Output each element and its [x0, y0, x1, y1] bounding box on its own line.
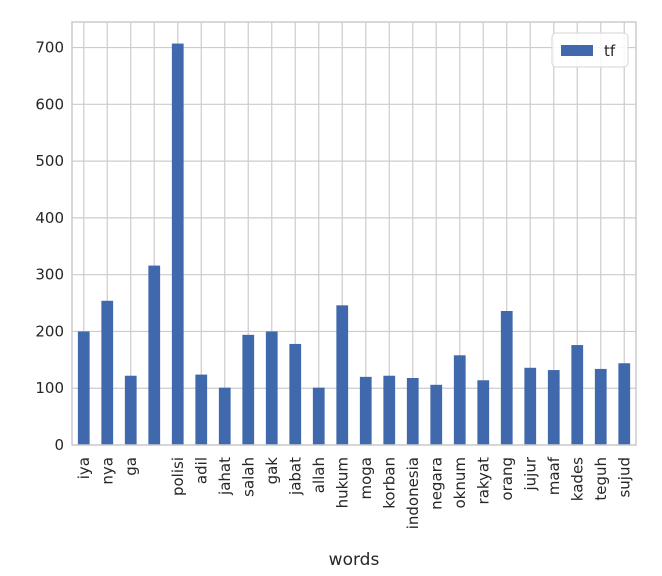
bar — [195, 374, 208, 445]
bars-layer — [77, 43, 631, 446]
x-tick-labels: iya nya ga polisi adil jahat salah gak jabat alla… — [75, 456, 634, 529]
bar — [218, 387, 231, 445]
x-tick-label: teguh — [592, 457, 610, 501]
bar — [101, 300, 114, 445]
bar — [289, 343, 302, 445]
x-tick-label: negara — [427, 457, 445, 510]
x-tick-label: korban — [380, 457, 398, 509]
bar — [477, 380, 490, 445]
x-tick-label: allah — [310, 457, 328, 493]
bar — [594, 368, 607, 445]
y-tick-labels: 0 100 200 300 400 500 600 700 — [35, 39, 64, 454]
x-tick-label: sujud — [615, 457, 633, 498]
bar — [406, 378, 419, 445]
x-tick-label: rakyat — [474, 457, 492, 505]
y-tick-label: 400 — [35, 209, 64, 227]
bar — [453, 355, 466, 445]
x-tick-label: jahat — [216, 457, 234, 496]
y-tick-label: 700 — [35, 39, 64, 57]
x-tick-label: moga — [357, 457, 375, 500]
x-tick-label: adil — [192, 457, 210, 484]
y-tick-label: 300 — [35, 266, 64, 284]
y-tick-label: 0 — [54, 436, 64, 454]
bar — [265, 331, 278, 445]
x-tick-label: maaf — [545, 456, 563, 495]
bar — [547, 370, 560, 445]
legend-label: tf — [604, 42, 616, 60]
x-tick-label: gak — [263, 457, 281, 485]
bar — [77, 331, 90, 445]
plot-frame — [71, 21, 637, 446]
bar — [571, 345, 584, 445]
y-tick-label: 500 — [35, 152, 64, 170]
x-tick-label: orang — [498, 457, 516, 501]
bar — [524, 367, 537, 445]
x-tick-label: jujur — [521, 456, 539, 491]
bar — [124, 375, 137, 445]
bar — [242, 334, 255, 445]
x-tick-label: polisi — [169, 457, 187, 496]
y-tick-label: 100 — [35, 379, 64, 397]
legend-swatch — [561, 45, 593, 56]
bar — [148, 265, 161, 445]
x-tick-label: oknum — [451, 457, 469, 509]
x-tick-label: hukum — [333, 457, 351, 508]
bar — [171, 43, 184, 446]
bar — [359, 376, 372, 445]
y-tick-label: 600 — [35, 95, 64, 113]
x-tick-label: kades — [568, 457, 586, 501]
bar — [500, 311, 513, 445]
bar — [383, 375, 396, 445]
x-tick-label: indonesia — [404, 457, 422, 529]
bar — [312, 387, 325, 445]
x-tick-label: ga — [122, 457, 140, 476]
legend: tf — [551, 32, 629, 68]
x-tick-label: nya — [98, 457, 116, 485]
bar — [336, 305, 349, 445]
bar — [618, 363, 631, 445]
x-tick-label: iya — [75, 457, 93, 479]
y-tick-label: 200 — [35, 322, 64, 340]
x-tick-label: jabat — [286, 457, 304, 496]
bar — [430, 384, 443, 445]
x-axis-title: words — [329, 550, 380, 570]
x-tick-label: salah — [239, 457, 257, 497]
